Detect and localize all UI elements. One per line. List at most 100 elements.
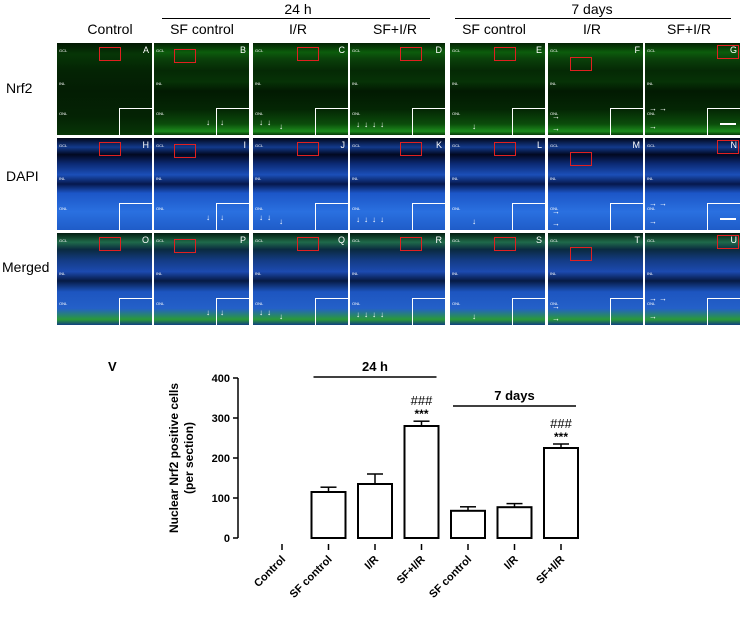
panel-letter: M (632, 140, 641, 150)
magnified-inset (610, 298, 643, 325)
roi-box (99, 237, 121, 251)
bar (357, 483, 393, 539)
layer-label-gcl: GCL (550, 238, 559, 243)
arrow-icon: → (552, 314, 560, 323)
bar (450, 509, 486, 540)
panel-letter: G (729, 45, 737, 55)
panel-letter: A (142, 45, 149, 55)
panel-letter: P (239, 235, 246, 245)
panel-letter: F (634, 45, 641, 55)
panel-letter: K (435, 140, 442, 150)
layer-label-onl: ONL (255, 301, 264, 306)
roi-box (400, 47, 422, 61)
roi-box (717, 235, 739, 249)
group-label: 24 h (362, 359, 388, 374)
panel-letter-v: V (108, 359, 117, 374)
micrograph-panel-j: J GCL INL ONL ↓ ↓ ↓ (253, 138, 348, 230)
arrow-icon: ↓ (472, 217, 476, 226)
y-tick-label: 100 (212, 493, 230, 505)
group-line-7days (455, 18, 731, 19)
arrow-icon: ↓ (279, 312, 283, 321)
micrograph-panel-f: F GCL INL ONL → → (548, 43, 643, 135)
panel-letter: S (535, 235, 542, 245)
y-tick-label: 300 (212, 413, 230, 425)
layer-label-inl: INL (647, 81, 654, 86)
row-label-nrf2: Nrf2 (6, 80, 33, 96)
magnified-inset (216, 298, 249, 325)
arrow-icon: ↓ (356, 310, 360, 319)
magnified-inset (216, 108, 249, 135)
x-tick-label: I/R (363, 554, 381, 572)
roi-box (717, 45, 739, 59)
arrow-icon: ↓ (364, 215, 368, 224)
magnified-inset (119, 298, 152, 325)
x-tick-label: SF+I/R (395, 554, 428, 587)
panel-letter: E (535, 45, 542, 55)
micrograph-panel-s: S GCL INL ONL ↓ (450, 233, 545, 325)
layer-label-inl: INL (550, 81, 557, 86)
group-line-24h (162, 18, 430, 19)
arrow-icon: ↓ (380, 215, 384, 224)
roi-box (570, 57, 592, 71)
arrow-icon: → (552, 219, 560, 228)
magnified-inset (412, 298, 445, 325)
layer-label-gcl: GCL (255, 143, 264, 148)
arrow-icon: → (649, 217, 657, 226)
micrograph-panel-k: K GCL INL ONL ↓ ↓ ↓ ↓ (350, 138, 445, 230)
row-label-merged: Merged (2, 259, 50, 275)
layer-label-onl: ONL (550, 301, 559, 306)
micrograph-panel-g: G GCL INL ONL → → → (645, 43, 740, 135)
y-tick-label: 400 (212, 373, 230, 385)
y-axis-label: (per section) (182, 422, 196, 494)
layer-label-onl: ONL (452, 206, 461, 211)
col-header-sf-ir-7d: SF+I/R (667, 21, 711, 37)
layer-label-onl: ONL (156, 301, 165, 306)
layer-label-inl: INL (352, 81, 359, 86)
arrow-icon: ↓ (220, 118, 224, 127)
panel-letter: L (536, 140, 542, 150)
micrograph-panel-l: L GCL INL ONL ↓ (450, 138, 545, 230)
micrograph-panel-b: B GCL INL ONL ↓ ↓ (154, 43, 249, 135)
arrow-icon: ↓ (267, 308, 271, 317)
panel-letter: D (435, 45, 443, 55)
arrow-icon: → (649, 104, 657, 113)
layer-label-onl: ONL (352, 111, 361, 116)
layer-label-inl: INL (156, 81, 163, 86)
layer-label-inl: INL (550, 271, 557, 276)
col-header-ir-24h: I/R (289, 21, 307, 37)
micrograph-panel-n: N GCL INL ONL → → → (645, 138, 740, 230)
arrow-icon: ↓ (356, 120, 360, 129)
layer-label-gcl: GCL (550, 143, 559, 148)
magnified-inset (315, 108, 348, 135)
micrograph-panel-r: R GCL INL ONL ↓ ↓ ↓ ↓ (350, 233, 445, 325)
roi-box (297, 142, 319, 156)
layer-label-onl: ONL (59, 206, 68, 211)
arrow-icon: → (659, 199, 667, 208)
roi-box (717, 140, 739, 154)
layer-label-onl: ONL (59, 111, 68, 116)
panel-letter: N (730, 140, 738, 150)
magnified-inset (512, 203, 545, 230)
arrow-icon: ↓ (206, 118, 210, 127)
roi-box (570, 152, 592, 166)
magnified-inset (610, 108, 643, 135)
roi-box (297, 47, 319, 61)
bar (543, 447, 579, 539)
layer-label-inl: INL (59, 81, 66, 86)
magnified-inset (707, 203, 740, 230)
layer-label-onl: ONL (550, 111, 559, 116)
roi-box (494, 237, 516, 251)
panel-letter: B (239, 45, 246, 55)
x-tick-label: Control (252, 554, 288, 590)
layer-label-inl: INL (647, 176, 654, 181)
layer-label-gcl: GCL (647, 238, 656, 243)
layer-label-gcl: GCL (452, 238, 461, 243)
group-header-7days: 7 days (571, 1, 613, 17)
layer-label-onl: ONL (255, 111, 264, 116)
scale-bar (720, 123, 736, 125)
panel-letter: J (340, 140, 346, 150)
significance-star: *** (554, 430, 568, 444)
col-header-control: Control (87, 21, 133, 37)
x-tick-label: SF control (288, 554, 335, 601)
layer-label-inl: INL (59, 271, 66, 276)
